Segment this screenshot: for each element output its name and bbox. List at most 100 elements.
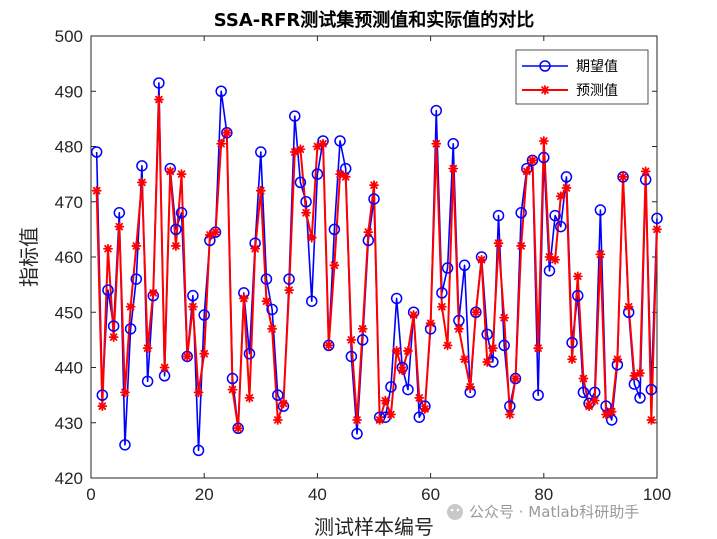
- data-point-expected: [136, 160, 148, 172]
- data-point-predicted: [261, 296, 272, 307]
- data-point-expected: [345, 350, 358, 363]
- y-tick-label: 470: [55, 193, 83, 212]
- x-tick-label: 20: [195, 485, 214, 504]
- data-point-expected: [187, 289, 199, 302]
- data-point-predicted: [357, 323, 368, 334]
- y-tick-label: 490: [55, 82, 83, 101]
- data-point-predicted: [448, 163, 459, 174]
- data-point-predicted: [533, 343, 544, 354]
- legend-label-expected: 期望值: [576, 59, 618, 75]
- data-point-expected: [232, 422, 244, 435]
- data-point-expected: [215, 85, 227, 97]
- legend-marker-circle-icon: [539, 60, 551, 72]
- data-point-predicted: [108, 332, 119, 343]
- data-point-expected: [153, 77, 165, 89]
- data-point-predicted: [120, 387, 130, 398]
- data-point-expected: [515, 207, 527, 219]
- data-point-predicted: [640, 166, 651, 177]
- y-tick-label: 430: [55, 414, 83, 433]
- data-point-expected: [577, 386, 590, 399]
- data-point-predicted: [487, 343, 498, 354]
- data-point-predicted: [267, 323, 278, 334]
- data-point-predicted: [216, 138, 227, 149]
- data-point-predicted: [414, 392, 425, 403]
- data-point-predicted: [227, 384, 238, 395]
- data-point-predicted: [572, 271, 583, 282]
- data-point-predicted: [154, 94, 164, 105]
- data-point-expected: [498, 339, 510, 352]
- y-tick-labels: 420 430 440 450 460 470 480 490 500: [55, 27, 83, 488]
- data-point-predicted: [504, 409, 515, 420]
- data-point-expected: [289, 110, 301, 122]
- data-point-predicted: [584, 401, 594, 412]
- y-tick-label: 450: [55, 303, 83, 322]
- data-point-predicted: [431, 138, 442, 149]
- data-point-predicted: [301, 207, 311, 218]
- data-point-predicted: [380, 395, 391, 406]
- data-point-predicted: [210, 227, 221, 238]
- legend-asterisk-shape: [540, 85, 550, 95]
- data-point-expected: [119, 439, 131, 451]
- data-point-expected: [181, 350, 193, 363]
- data-point-predicted: [199, 348, 210, 359]
- data-point-predicted: [103, 243, 113, 254]
- data-point-predicted: [612, 354, 623, 365]
- data-point-expected: [549, 209, 561, 222]
- y-tick-label: 460: [55, 248, 83, 267]
- x-tick-label: 100: [643, 485, 671, 504]
- data-point-expected: [509, 372, 522, 385]
- legend-marker-asterisk-icon: [540, 85, 550, 95]
- data-point-expected: [368, 193, 380, 205]
- data-point-expected: [532, 389, 544, 401]
- data-point-expected: [334, 135, 346, 147]
- data-point-predicted: [397, 365, 408, 376]
- data-point-expected: [130, 273, 143, 285]
- data-point-predicted: [91, 185, 102, 196]
- data-point-predicted: [148, 288, 159, 298]
- data-point-expected: [294, 176, 307, 189]
- data-point-predicted: [295, 144, 306, 155]
- data-point-predicted: [187, 301, 198, 312]
- data-point-predicted: [442, 340, 453, 351]
- data-point-expected: [560, 171, 573, 183]
- data-point-predicted: [476, 254, 487, 265]
- data-point-expected: [447, 137, 459, 150]
- data-point-expected: [192, 444, 205, 457]
- series-line-predicted: [95, 98, 658, 430]
- data-point-predicted: [363, 227, 374, 238]
- data-point-predicted: [255, 185, 266, 196]
- x-tick-label: 60: [421, 485, 440, 504]
- data-point-expected: [413, 411, 426, 423]
- data-point-predicted: [131, 241, 142, 251]
- data-point-predicted: [623, 301, 634, 312]
- data-point-predicted: [538, 136, 549, 146]
- data-point-expected: [470, 306, 482, 318]
- data-point-expected: [402, 383, 414, 396]
- data-point-expected: [617, 171, 629, 183]
- data-point-predicted: [137, 177, 147, 188]
- data-point-predicted: [437, 301, 447, 312]
- data-point-predicted: [635, 368, 645, 378]
- y-tick-label: 480: [55, 138, 83, 157]
- data-point-expected: [351, 428, 363, 440]
- data-point-expected: [90, 146, 103, 158]
- data-point-expected: [170, 223, 182, 236]
- data-point-expected: [113, 207, 126, 219]
- data-point-predicted: [182, 351, 193, 362]
- data-point-predicted: [340, 171, 351, 182]
- data-point-predicted: [159, 362, 170, 373]
- data-point-predicted: [369, 180, 379, 191]
- data-point-predicted: [646, 415, 657, 425]
- series-markers-expected: [90, 77, 663, 457]
- data-point-predicted: [555, 191, 566, 202]
- data-point-predicted: [306, 232, 317, 243]
- data-point-expected: [458, 259, 471, 272]
- data-point-predicted: [346, 334, 357, 345]
- data-point-predicted: [521, 166, 532, 177]
- data-point-predicted: [425, 318, 436, 329]
- y-axis-title: 指标值: [17, 227, 41, 287]
- data-point-predicted: [233, 423, 244, 434]
- data-point-expected: [107, 320, 120, 332]
- data-point-predicted: [510, 373, 521, 384]
